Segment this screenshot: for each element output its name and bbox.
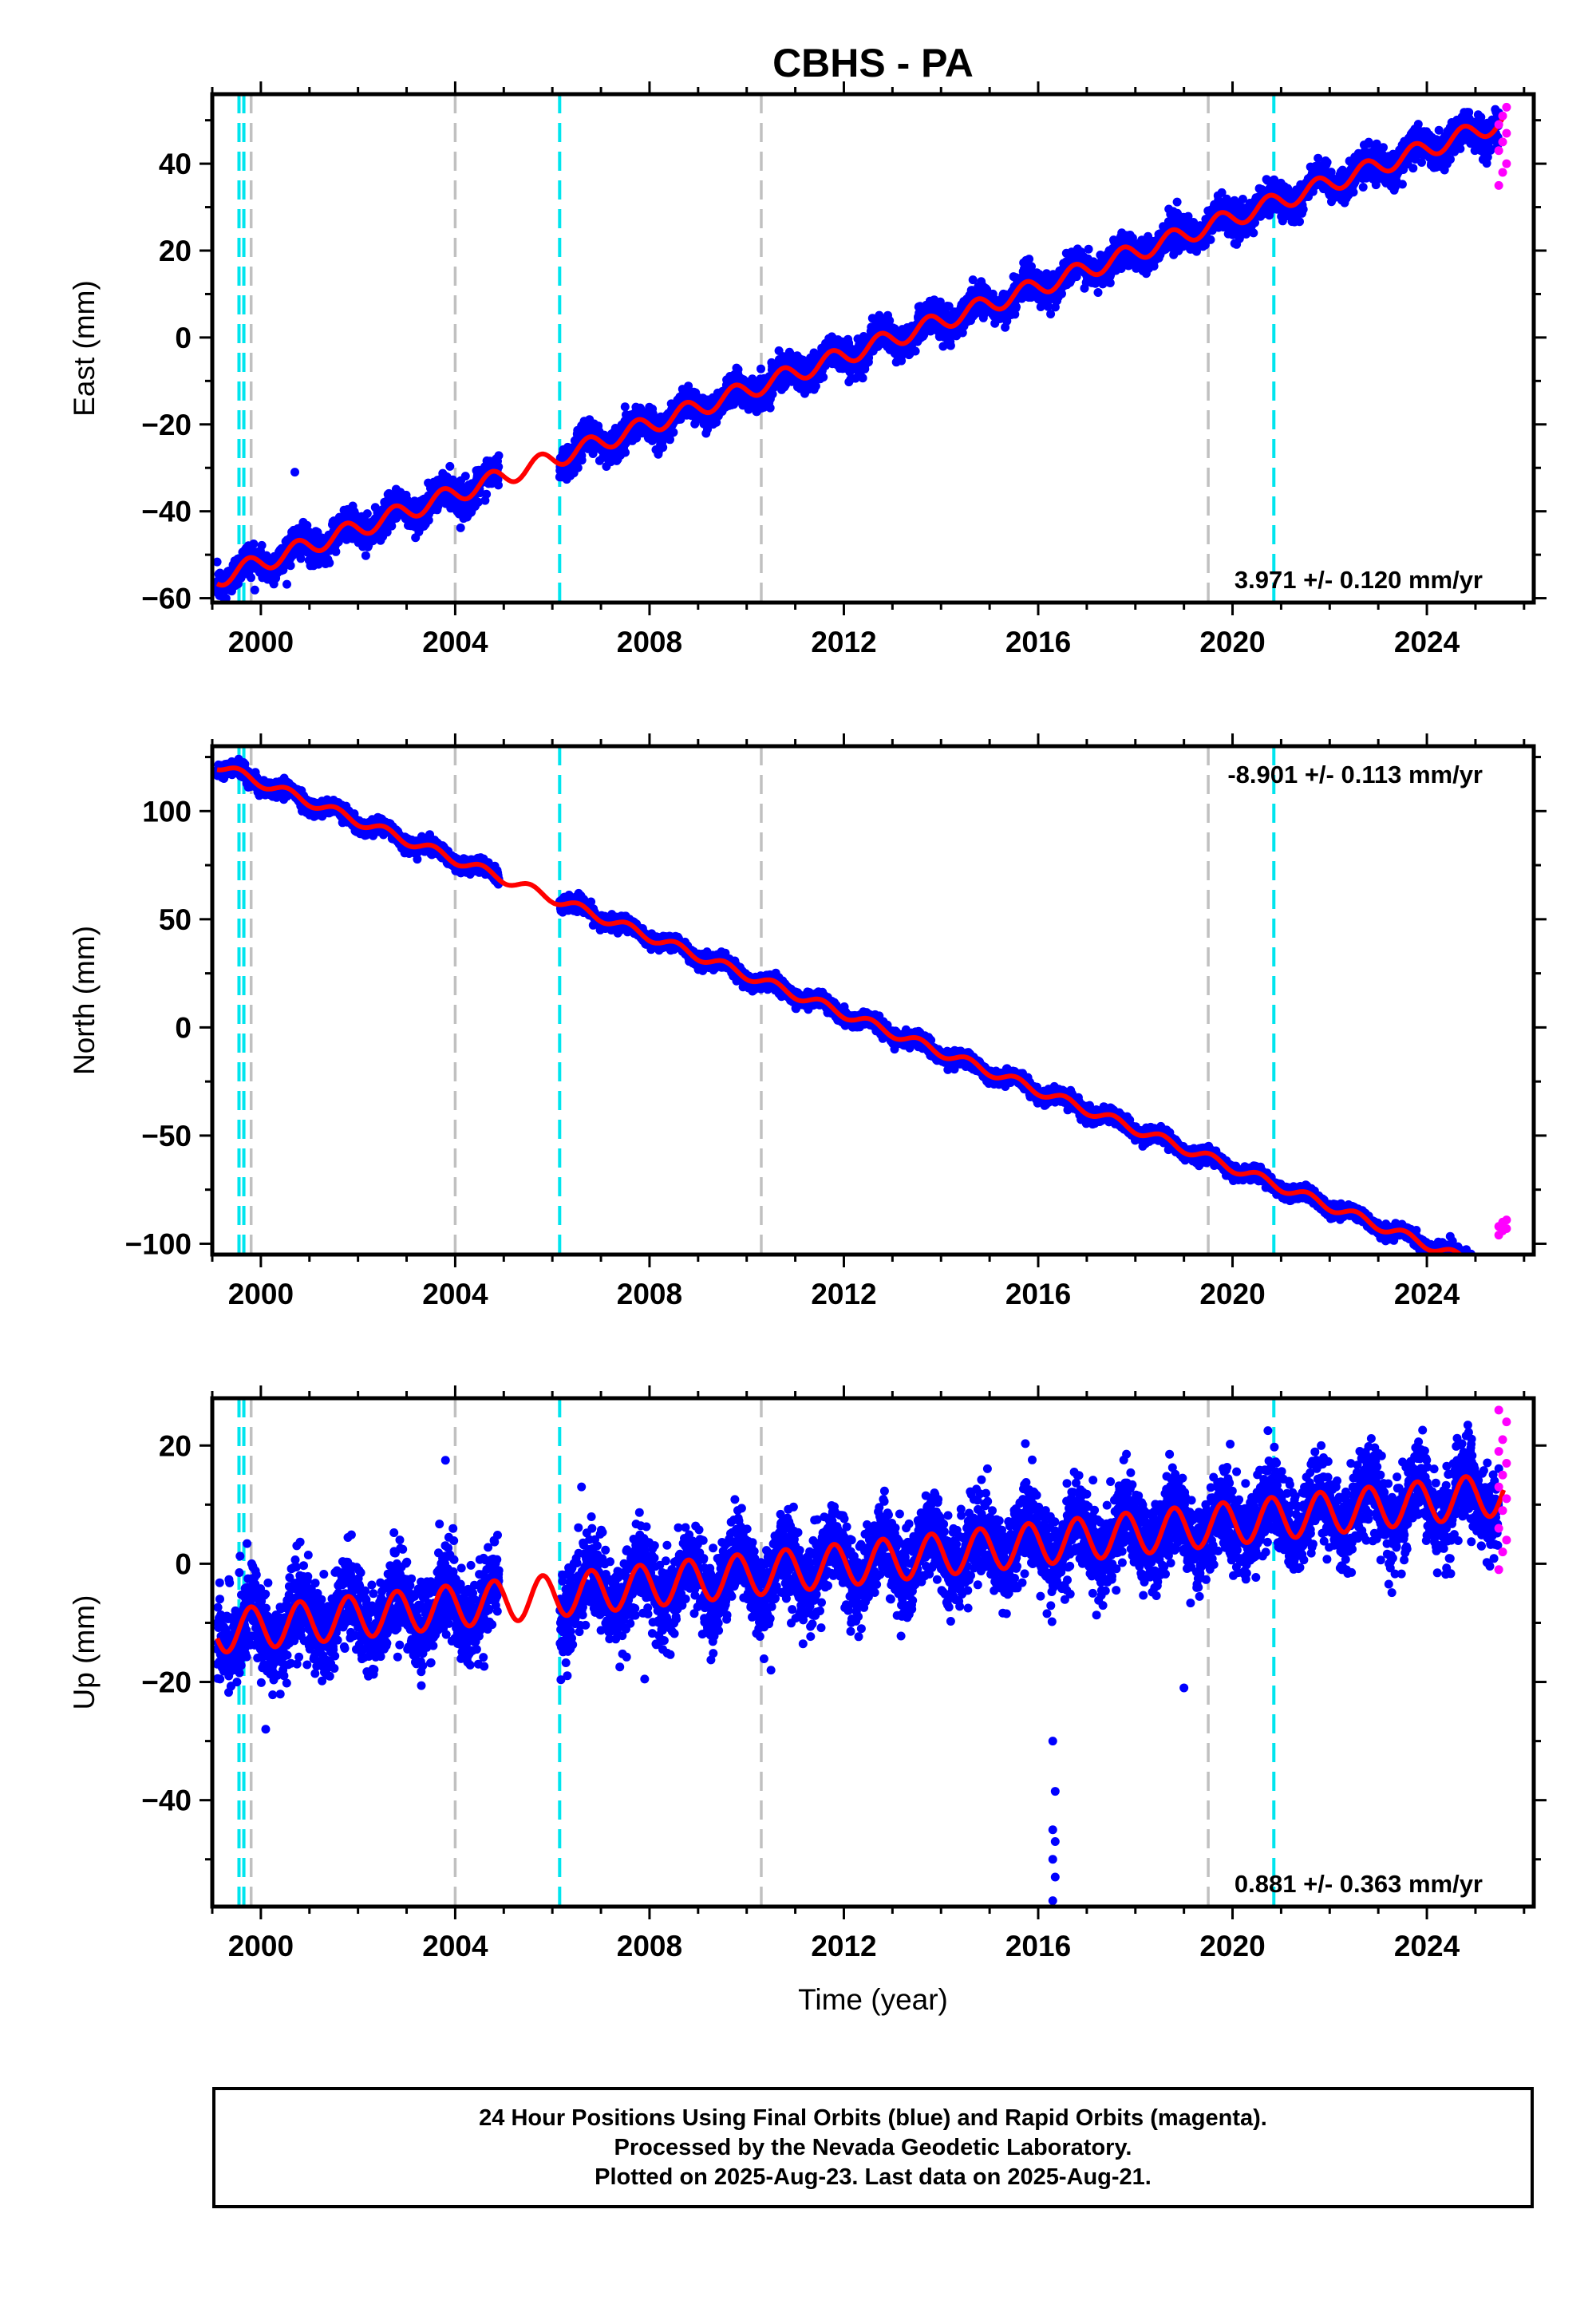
- final-orbit-point: [819, 373, 828, 382]
- final-orbit-point: [1084, 244, 1093, 254]
- final-orbit-point: [620, 402, 630, 412]
- final-orbit-point: [460, 472, 470, 481]
- final-orbit-point: [658, 443, 668, 453]
- final-orbit-point: [494, 462, 504, 472]
- final-orbit-point: [1172, 197, 1182, 207]
- final-orbit-point: [1206, 235, 1215, 244]
- final-orbit-point: [1093, 288, 1103, 297]
- final-orbit-point: [296, 554, 306, 563]
- final-orbit-point: [733, 365, 743, 374]
- final-orbit-point: [362, 509, 372, 519]
- final-orbit-point: [387, 521, 397, 531]
- final-orbit-point: [765, 403, 775, 413]
- final-orbit-point: [249, 539, 259, 548]
- final-orbit-point: [669, 428, 678, 437]
- gps-time-series-figure: CBHS - PA 2000 2004 2008 2012 2016 2020 2024−6…: [68, 41, 1547, 2016]
- final-orbit-point: [1105, 279, 1115, 287]
- final-orbit-point: [577, 456, 587, 465]
- final-orbit-point: [456, 523, 465, 532]
- final-orbit-point: [257, 540, 267, 550]
- final-orbit-point: [1025, 255, 1034, 264]
- final-orbit-point: [424, 516, 433, 525]
- panel-east: 2000 2004 2008 2012 2016 2020 2024−60−40−20020…: [68, 81, 1547, 658]
- final-orbit-point: [811, 381, 820, 391]
- final-orbit-point: [445, 461, 455, 471]
- final-orbit-point: [282, 579, 291, 589]
- final-orbit-point: [494, 451, 504, 460]
- final-orbit-point: [212, 557, 222, 567]
- final-orbit-point: [621, 448, 630, 457]
- final-orbit-point: [911, 346, 920, 356]
- final-orbit-point: [573, 463, 583, 472]
- final-orbit-point: [482, 489, 492, 499]
- final-orbit-point: [325, 558, 334, 567]
- final-orbit-point: [494, 480, 503, 490]
- figure-title: CBHS - PA: [772, 41, 974, 85]
- final-orbit-point: [247, 573, 255, 583]
- final-orbit-point: [858, 373, 867, 383]
- final-orbit-point: [946, 341, 955, 350]
- plot-area: [212, 94, 1511, 603]
- final-orbit-point: [331, 547, 341, 556]
- final-orbit-point: [250, 585, 259, 595]
- final-orbit-point: [473, 497, 483, 507]
- final-orbit-point: [286, 561, 295, 571]
- final-orbit-point: [221, 594, 231, 603]
- final-orbit-point: [361, 551, 370, 560]
- final-orbit-point: [757, 364, 765, 373]
